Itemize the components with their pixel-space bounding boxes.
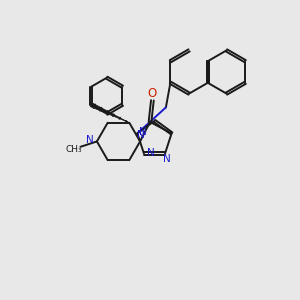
Text: N: N [139, 127, 147, 137]
Polygon shape [90, 103, 129, 123]
Text: N: N [163, 154, 170, 164]
Text: O: O [148, 87, 157, 100]
Text: CH₃: CH₃ [65, 145, 82, 154]
Text: N: N [147, 148, 154, 158]
Text: N: N [137, 130, 145, 140]
Text: N: N [86, 135, 94, 145]
